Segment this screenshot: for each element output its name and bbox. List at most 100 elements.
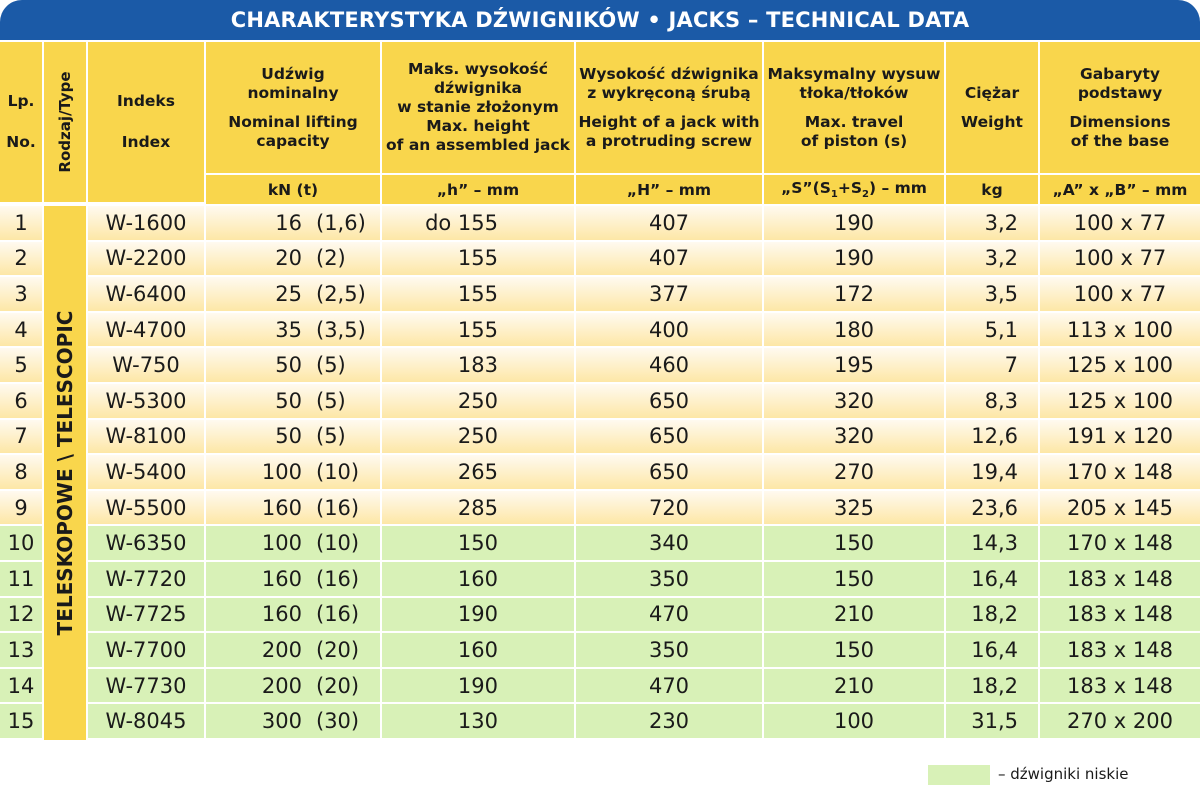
capacity-t: (2,5)	[316, 281, 366, 306]
cell-travel: 210	[764, 597, 946, 634]
cell-height-min-value: 155	[457, 246, 498, 271]
cell-travel-value: 320	[833, 424, 875, 449]
cell-height-min-value: 190	[457, 602, 498, 627]
cell-index: W-4700	[88, 312, 206, 349]
cell-travel: 190	[764, 241, 946, 278]
cell-lp-value: 15	[7, 709, 35, 734]
cell-base-value: 113 x 100	[1067, 317, 1173, 342]
cell-index: W-5400	[88, 455, 206, 491]
cell-weight: 16,4	[946, 633, 1040, 669]
cell-travel: 270	[764, 455, 946, 491]
cell-height-min: 155	[382, 312, 576, 349]
cell-height-screw: 460	[576, 348, 764, 384]
header-line: Wysokość dźwignika	[579, 64, 759, 83]
group-label-cell: TELESKOPOWE \ TELESCOPIC	[44, 206, 88, 740]
cell-travel-value: 190	[833, 246, 875, 271]
cell-height-screw-value: 340	[648, 531, 690, 556]
cell-height-min: 190	[382, 597, 576, 634]
cell-travel-value: 150	[833, 637, 875, 662]
cell-height-screw-value: 460	[648, 353, 690, 378]
header-line: Indeks	[117, 92, 175, 110]
cell-lp: 14	[0, 668, 44, 705]
cell-index-value: W-1600	[105, 210, 187, 235]
cell-travel-value: 150	[833, 566, 875, 591]
cell-weight: 31,5	[946, 704, 1040, 740]
cell-index-value: W-750	[112, 353, 180, 378]
cell-capacity: 100 (10)	[206, 455, 382, 491]
cell-height-screw: 470	[576, 668, 764, 705]
cell-weight-value: 12,6	[971, 424, 1018, 449]
cell-travel-value: 210	[833, 602, 875, 627]
cell-travel: 180	[764, 312, 946, 349]
cell-base: 125 x 100	[1040, 384, 1200, 420]
cell-lp-value: 1	[14, 210, 28, 235]
cell-height-screw-value: 400	[648, 317, 690, 342]
cell-lp: 4	[0, 312, 44, 349]
cell-capacity: 25 (2,5)	[206, 277, 382, 313]
cell-capacity: 20 (2)	[206, 241, 382, 278]
cell-height-screw: 350	[576, 633, 764, 669]
cell-index-value: W-8045	[105, 709, 187, 734]
cell-index-value: W-5300	[105, 388, 187, 413]
cell-height-min-value: 183	[457, 353, 498, 378]
cell-travel: 150	[764, 526, 946, 562]
capacity-kn: 200	[261, 637, 302, 662]
capacity-t: (1,6)	[316, 210, 366, 235]
cell-index-value: W-7730	[105, 673, 187, 698]
cell-index: W-6350	[88, 526, 206, 562]
cell-height-min-value: 160	[457, 637, 498, 662]
header-line: Maksymalny wysuw	[767, 64, 941, 83]
cell-weight: 3,2	[946, 206, 1040, 242]
cell-weight-value: 16,4	[971, 566, 1018, 591]
cell-index-value: W-7725	[105, 602, 187, 627]
cell-height-min: do 155	[382, 206, 576, 242]
header-capacity: Udźwig nominalny Nominal lifting capacity	[206, 42, 382, 175]
cell-weight-value: 8,3	[984, 388, 1018, 413]
cell-weight-value: 3,2	[984, 210, 1018, 235]
cell-travel: 210	[764, 668, 946, 705]
cell-capacity: 160 (16)	[206, 562, 382, 598]
cell-height-screw-value: 650	[648, 459, 690, 484]
cell-height-screw-value: 350	[648, 566, 690, 591]
cell-base: 183 x 148	[1040, 633, 1200, 669]
cell-base-value: 183 x 148	[1067, 637, 1173, 662]
header-line: Nominal lifting	[228, 112, 358, 131]
cell-height-screw-value: 650	[648, 388, 690, 413]
cell-base-value: 100 x 77	[1073, 281, 1167, 306]
cell-lp-value: 3	[14, 281, 28, 306]
header-line: nominalny	[247, 83, 339, 102]
cell-base: 183 x 148	[1040, 668, 1200, 705]
cell-height-min-value: 155	[457, 281, 498, 306]
capacity-kn: 50	[275, 424, 302, 449]
header-line: of the base	[1070, 131, 1170, 150]
cell-base: 191 x 120	[1040, 419, 1200, 456]
cell-base: 100 x 77	[1040, 277, 1200, 313]
capacity-kn: 50	[275, 353, 302, 378]
capacity-kn: 300	[261, 709, 302, 734]
cell-index-value: W-2200	[105, 246, 187, 271]
header-height-min: Maks. wysokość dźwignika w stanie złożonym…	[382, 42, 576, 175]
unit-travel-label: „S”(S1+S2) – mm	[781, 178, 927, 201]
capacity-kn: 100	[261, 531, 302, 556]
cell-height-min: 250	[382, 419, 576, 456]
cell-weight-value: 3,5	[984, 281, 1018, 306]
cell-height-min-value: 130	[457, 709, 498, 734]
capacity-kn: 20	[275, 246, 302, 271]
cell-index-value: W-6350	[105, 531, 187, 556]
cell-base: 170 x 148	[1040, 455, 1200, 491]
cell-index-value: W-4700	[105, 317, 187, 342]
cell-lp-value: 10	[7, 531, 35, 556]
cell-base-value: 205 x 145	[1067, 495, 1173, 520]
capacity-kn: 100	[261, 459, 302, 484]
cell-lp-value: 2	[14, 246, 28, 271]
cell-base: 125 x 100	[1040, 348, 1200, 384]
cell-travel-value: 172	[833, 281, 875, 306]
cell-lp: 8	[0, 455, 44, 491]
capacity-kn: 160	[261, 566, 302, 591]
cell-index: W-8045	[88, 704, 206, 740]
cell-capacity: 200 (20)	[206, 668, 382, 705]
cell-base-value: 270 x 200	[1067, 709, 1173, 734]
header-line: podstawy	[1077, 83, 1163, 102]
cell-base-value: 125 x 100	[1067, 388, 1173, 413]
cell-lp: 10	[0, 526, 44, 562]
